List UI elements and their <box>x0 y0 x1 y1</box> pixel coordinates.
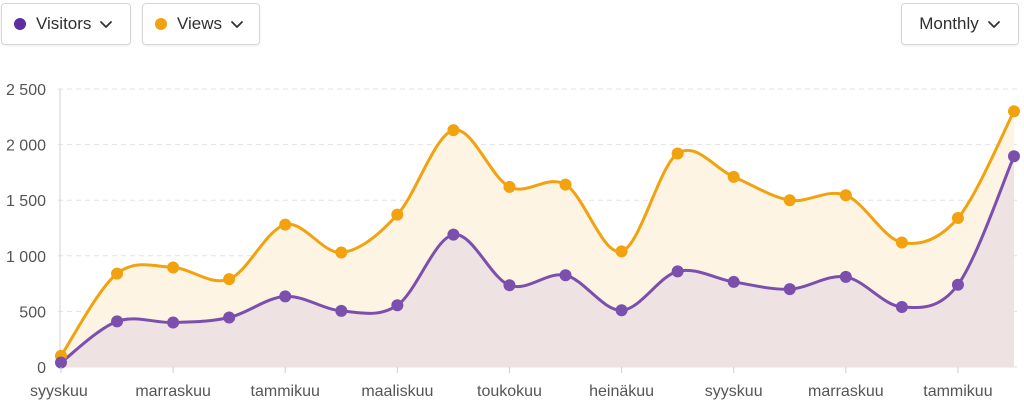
chevron-down-icon <box>987 21 1000 28</box>
visitors-data-point[interactable] <box>111 315 124 328</box>
views-color-dot <box>155 18 167 30</box>
views-data-point[interactable] <box>839 189 852 202</box>
visitors-data-point[interactable] <box>671 265 684 278</box>
series-areas <box>61 111 1014 368</box>
views-filter-button[interactable]: Views <box>142 3 260 45</box>
data-points <box>55 105 1020 369</box>
visitors-color-dot <box>14 18 26 30</box>
chevron-down-icon <box>231 21 243 28</box>
x-tick-label: tammikuu <box>251 383 320 400</box>
visitors-data-point[interactable] <box>391 299 404 312</box>
visitors-data-point[interactable] <box>503 279 516 292</box>
x-tick-label: syyskuu <box>30 383 88 400</box>
views-data-point[interactable] <box>951 211 964 224</box>
visitors-data-point[interactable] <box>839 270 852 283</box>
visitors-data-point[interactable] <box>783 283 796 296</box>
visitors-filter-button[interactable]: Visitors <box>1 3 131 45</box>
views-data-point[interactable] <box>1008 105 1020 118</box>
x-tick-label: maaliskuu <box>361 383 433 400</box>
chevron-down-icon <box>100 21 113 28</box>
views-data-point[interactable] <box>111 267 124 280</box>
views-data-point[interactable] <box>391 208 404 221</box>
period-select-button[interactable]: Monthly <box>901 3 1019 45</box>
visitors-data-point[interactable] <box>55 356 67 369</box>
views-data-point[interactable] <box>279 218 292 231</box>
views-filter-label: Views <box>177 14 223 33</box>
views-data-point[interactable] <box>167 261 180 274</box>
x-tick-label: heinäkuu <box>589 383 654 400</box>
x-tick-label: marraskuu <box>135 383 211 400</box>
visitors-data-point[interactable] <box>895 300 908 313</box>
x-axis-ticks: syyskuu marraskuu tammikuu maaliskuu toukoku… <box>30 367 993 400</box>
visitors-data-point[interactable] <box>1008 150 1020 163</box>
y-tick-label: 1 000 <box>6 249 46 266</box>
y-tick-label: 2 000 <box>6 138 46 155</box>
views-data-point[interactable] <box>727 170 740 183</box>
visitors-data-point[interactable] <box>279 290 292 303</box>
x-tick-label: marraskuu <box>808 383 884 400</box>
visitors-data-point[interactable] <box>727 275 740 288</box>
visitors-data-point[interactable] <box>223 311 236 324</box>
views-data-point[interactable] <box>783 194 796 207</box>
visitors-data-point[interactable] <box>559 269 572 282</box>
views-data-point[interactable] <box>895 236 908 249</box>
visitors-filter-label: Visitors <box>36 14 92 33</box>
x-tick-label: toukokuu <box>477 383 542 400</box>
y-tick-label: 1 500 <box>6 193 46 210</box>
views-data-point[interactable] <box>503 180 516 193</box>
views-data-point[interactable] <box>335 246 348 259</box>
visitors-data-point[interactable] <box>335 304 348 317</box>
views-data-point[interactable] <box>223 273 236 286</box>
views-data-point[interactable] <box>671 147 684 160</box>
y-tick-label: 500 <box>19 304 46 321</box>
views-data-point[interactable] <box>615 245 628 258</box>
visitors-area <box>61 156 1014 367</box>
visitors-data-point[interactable] <box>167 316 180 329</box>
y-tick-label: 0 <box>37 360 46 377</box>
y-tick-label: 2 500 <box>6 82 46 99</box>
views-data-point[interactable] <box>559 178 572 191</box>
period-select-label: Monthly <box>919 14 979 33</box>
visitors-data-point[interactable] <box>951 278 964 291</box>
x-tick-label: syyskuu <box>705 383 763 400</box>
visitors-data-point[interactable] <box>615 304 628 317</box>
y-axis-ticks: 0 500 1 000 1 500 2 000 2 500 <box>6 82 46 377</box>
visitors-data-point[interactable] <box>447 228 460 241</box>
views-data-point[interactable] <box>447 124 460 137</box>
x-tick-label: tammikuu <box>923 383 992 400</box>
